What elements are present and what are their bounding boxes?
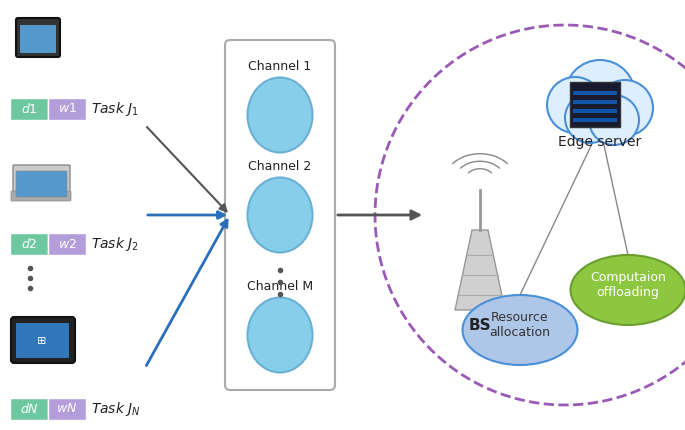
Circle shape	[565, 60, 635, 130]
Polygon shape	[455, 230, 505, 310]
Ellipse shape	[247, 178, 312, 252]
FancyBboxPatch shape	[13, 165, 70, 199]
Circle shape	[547, 77, 603, 133]
Text: $d2$: $d2$	[21, 237, 37, 251]
FancyBboxPatch shape	[225, 40, 335, 390]
FancyBboxPatch shape	[11, 191, 71, 201]
Text: Channel M: Channel M	[247, 280, 313, 294]
FancyBboxPatch shape	[16, 171, 67, 197]
Ellipse shape	[247, 77, 312, 153]
Ellipse shape	[462, 295, 577, 365]
Text: $dN$: $dN$	[20, 402, 38, 416]
FancyBboxPatch shape	[16, 323, 69, 358]
FancyBboxPatch shape	[16, 18, 60, 57]
Text: Task $J_N$: Task $J_N$	[91, 400, 141, 418]
Bar	[573, 109, 617, 113]
FancyBboxPatch shape	[20, 25, 56, 53]
Text: Task $J_1$: Task $J_1$	[91, 100, 139, 118]
Ellipse shape	[571, 255, 685, 325]
Bar	[573, 91, 617, 95]
FancyBboxPatch shape	[11, 317, 75, 363]
Text: Edge server: Edge server	[558, 135, 642, 149]
Circle shape	[597, 80, 653, 136]
Text: Channel 2: Channel 2	[249, 160, 312, 173]
Ellipse shape	[247, 298, 312, 372]
Text: ⊞: ⊞	[37, 336, 47, 346]
Text: $w1$: $w1$	[58, 102, 77, 116]
Text: $wN$: $wN$	[56, 402, 77, 415]
FancyBboxPatch shape	[48, 398, 86, 420]
FancyBboxPatch shape	[10, 98, 48, 120]
Text: Computaion
offloading: Computaion offloading	[590, 271, 666, 299]
FancyBboxPatch shape	[48, 98, 86, 120]
FancyBboxPatch shape	[10, 233, 48, 255]
Bar	[573, 100, 617, 104]
FancyBboxPatch shape	[10, 398, 48, 420]
Bar	[573, 118, 617, 122]
Text: BS: BS	[469, 317, 491, 332]
Text: $d1$: $d1$	[21, 102, 38, 116]
Circle shape	[589, 95, 639, 145]
FancyBboxPatch shape	[48, 233, 86, 255]
Circle shape	[565, 93, 615, 143]
Text: $w2$: $w2$	[58, 237, 77, 251]
Text: Resource
allocation: Resource allocation	[490, 311, 551, 339]
FancyBboxPatch shape	[570, 82, 620, 127]
Text: Task $J_2$: Task $J_2$	[91, 235, 139, 253]
Text: Channel 1: Channel 1	[249, 61, 312, 74]
